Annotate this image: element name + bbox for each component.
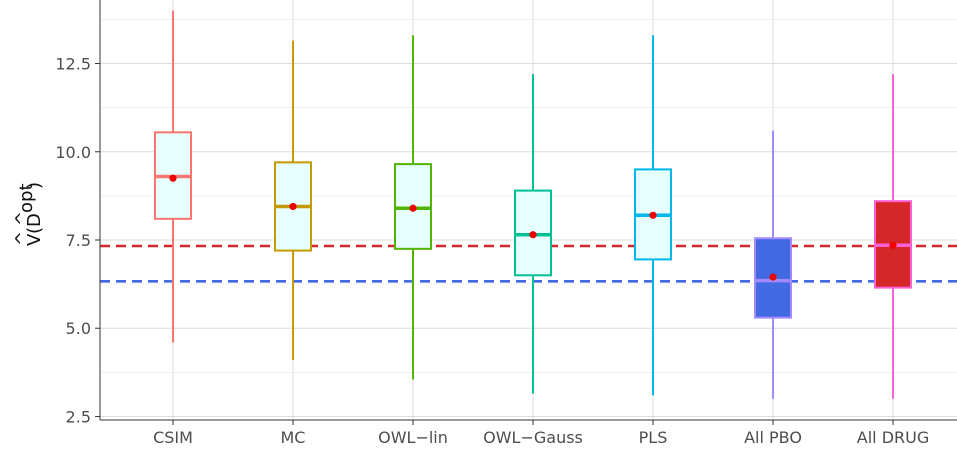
y-axis-title-main: V: [24, 233, 45, 246]
mean-point: [769, 273, 777, 281]
y-axis-title: V ^ ( D ^ opt ): [12, 182, 45, 246]
y-tick-label: 12.5: [55, 55, 91, 74]
box-3: [514, 74, 552, 394]
mean-point: [289, 202, 297, 211]
x-tick-label: OWL−Gauss: [483, 428, 583, 447]
box-5: [754, 130, 792, 399]
y-axis-title-close-paren: ): [24, 182, 45, 189]
box-2: [394, 35, 432, 380]
x-tick-label: All PBO: [744, 428, 802, 447]
mean-point: [169, 174, 177, 182]
box-0: [154, 10, 192, 343]
mean-point: [409, 204, 417, 212]
y-tick-label: 5.0: [66, 319, 91, 338]
x-tick-label: PLS: [639, 428, 668, 447]
y-axis-ticks: 2.5 5.0 7.5 10.0 12.5: [55, 55, 100, 426]
mean-point: [889, 241, 897, 249]
x-axis-ticks: CSIM MC OWL−lin OWL−Gauss PLS All PBO All DRUG: [153, 420, 929, 447]
y-axis-title-open-paren: (: [24, 227, 45, 234]
x-tick-label: MC: [281, 428, 306, 447]
y-tick-label: 7.5: [66, 231, 91, 250]
x-tick-label: OWL−lin: [378, 428, 448, 447]
y-axis-title-sup: opt: [16, 184, 37, 214]
box-6: [874, 74, 912, 399]
mean-point: [649, 211, 657, 219]
boxes: [154, 10, 912, 399]
box-iqr: [394, 163, 432, 250]
box-1: [274, 40, 312, 360]
y-axis-title-inner-hat: ^: [12, 211, 33, 226]
y-axis-title-hat: ^: [12, 231, 33, 246]
y-tick-label: 10.0: [55, 143, 91, 162]
y-tick-label: 2.5: [66, 407, 91, 426]
x-tick-label: All DRUG: [857, 428, 929, 447]
y-axis-title-inner: D: [24, 213, 45, 227]
box-4: [634, 35, 672, 396]
mean-point: [529, 231, 537, 239]
x-tick-label: CSIM: [153, 428, 193, 447]
